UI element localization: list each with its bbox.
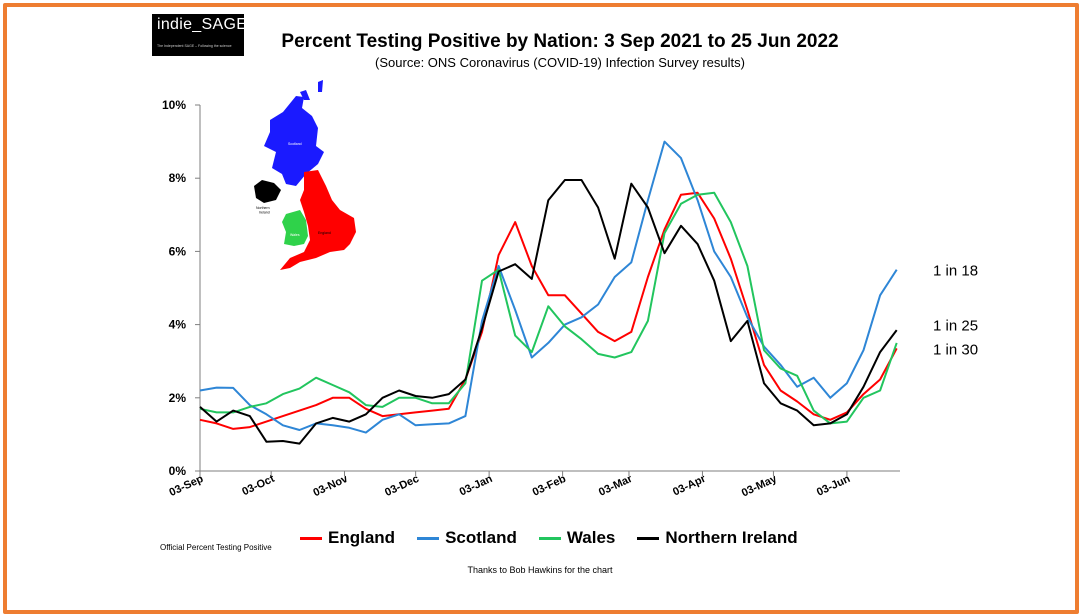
map-label-ni-line1: Northern [256, 206, 270, 210]
y-tick-label: 2% [169, 391, 187, 405]
footnote-official: Official Percent Testing Positive [160, 543, 272, 552]
legend-item-england: England [300, 528, 395, 548]
x-tick-label: 03-Jun [815, 473, 852, 499]
x-tick-label: 03-Oct [240, 473, 276, 498]
y-tick-label: 6% [169, 244, 187, 258]
legend-swatch-northern-ireland [637, 536, 660, 540]
legend-swatch-scotland [417, 536, 440, 540]
x-tick-label: 03-Nov [311, 472, 350, 499]
annotation-label: 1 in 18 [933, 263, 978, 280]
map-wales [282, 210, 308, 246]
annotation-label: 1 in 25 [933, 318, 978, 335]
map-label-ni-line2: Ireland [259, 211, 270, 215]
y-tick-label: 8% [169, 171, 187, 185]
chart-legend: England Scotland Wales Northern Ireland [300, 526, 820, 550]
chart-series [199, 140, 898, 445]
legend-item-scotland: Scotland [417, 528, 517, 548]
x-tick-label: 03-Apr [671, 473, 708, 499]
chart-credit: Thanks to Bob Hawkins for the chart [467, 565, 613, 575]
y-tick-label: 0% [169, 464, 187, 478]
chart-frame [3, 3, 1079, 614]
chart-subtitle: (Source: ONS Coronavirus (COVID-19) Infe… [375, 55, 745, 70]
x-tick-label: 03-Dec [383, 473, 421, 499]
y-tick-label: 4% [169, 318, 187, 332]
uk-map-inset: Scotland Northern Ireland Wales England [254, 80, 356, 270]
legend-label-northern-ireland: Northern Ireland [665, 528, 798, 547]
legend-item-wales: Wales [538, 528, 616, 548]
x-tick-label: 03-Jan [458, 473, 495, 499]
y-tick-label: 10% [162, 98, 186, 112]
series-line-wales [199, 191, 898, 425]
x-tick-label: 03-Feb [531, 473, 568, 499]
legend-label-wales: Wales [566, 528, 616, 547]
chart-title: Percent Testing Positive by Nation: 3 Se… [281, 31, 839, 52]
x-tick-label: 03-Mar [597, 473, 635, 499]
map-scotland [264, 80, 324, 186]
map-label-scotland: Scotland [288, 142, 302, 146]
annotation-label: 1 in 30 [933, 341, 978, 358]
map-england [280, 170, 356, 270]
map-northern-ireland [254, 180, 281, 203]
logo-tagline: The Independent SAGE – Following the sci… [157, 44, 232, 48]
series-line-northern-ireland [199, 179, 898, 445]
chart-annotations: 1 in 18 1 in 25 1 in 30 [933, 263, 978, 359]
map-label-northern-ireland: Northern Ireland [256, 206, 270, 215]
map-label-wales: Wales [290, 233, 300, 237]
map-label-england: England [318, 231, 331, 235]
legend-label-england: England [328, 528, 396, 547]
series-line-england [199, 191, 898, 430]
logo-text: indie_SAGE [157, 16, 248, 33]
legend-label-scotland: Scotland [445, 528, 517, 547]
chart-axes: 0%2%4%6%8%10%03-Sep 03-Oct 03-Nov 03-Dec 03-… [162, 98, 900, 499]
x-tick-label: 03-May [740, 472, 780, 499]
legend-item-northern-ireland: Northern Ireland [637, 528, 798, 548]
indie-sage-logo: indie_SAGE The Independent SAGE – Follow… [152, 14, 248, 56]
legend-swatch-england [300, 536, 322, 540]
legend-swatch-wales [538, 536, 561, 540]
